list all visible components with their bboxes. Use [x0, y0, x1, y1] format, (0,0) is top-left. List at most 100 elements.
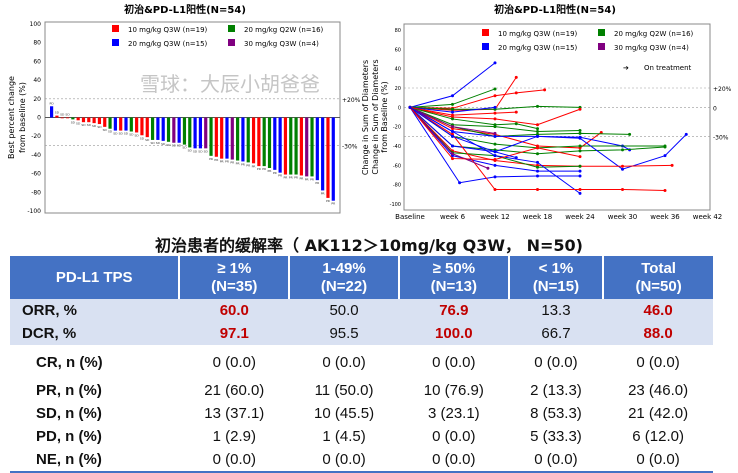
bar-label: PR: [225, 160, 229, 164]
data-point: [536, 165, 539, 169]
bar: [193, 117, 197, 149]
data-point: [536, 160, 539, 164]
table-cell: 23 (46.0): [628, 382, 689, 399]
table-cell: 60.0: [179, 299, 290, 322]
bar: [166, 117, 171, 142]
bar-label: SD: [145, 138, 150, 142]
data-point: [514, 156, 518, 160]
reference-label: -30%: [342, 144, 358, 151]
data-point: [458, 181, 462, 185]
table-cell: 0 (0.0): [432, 353, 476, 371]
bar: [198, 117, 203, 149]
bar-label: PR: [241, 162, 245, 166]
bar: [103, 117, 107, 127]
bar: [129, 117, 133, 132]
table-cell: 11 (50.0): [314, 382, 374, 399]
data-point: [493, 163, 497, 167]
y-tick-label: -100: [390, 202, 401, 208]
bar-label: SD: [76, 121, 81, 125]
table-row: CR, n (%) 0 (0.0) 0 (0.0) 0 (0.0) 0 (0.0) 0 (…: [10, 345, 713, 379]
bar: [140, 117, 144, 136]
bar: [156, 117, 160, 140]
table-cell: 0 (0.0): [179, 448, 290, 473]
bar: [76, 117, 80, 121]
data-point: [663, 188, 667, 192]
bar: [241, 117, 245, 162]
bar: [172, 117, 176, 143]
x-tick-label: week 42: [693, 213, 723, 221]
bar: [262, 117, 266, 167]
data-point: [663, 145, 667, 149]
data-point: [451, 157, 454, 161]
data-point: [578, 129, 582, 133]
column-header: Total (N=50): [602, 256, 713, 299]
spider-plot: 初治&PD-L1阳性(N=54) 80 60 40 20 0 -20 -40 -60 -80 -10…: [371, 3, 732, 221]
legend-swatch: [482, 43, 489, 50]
legend-label: On treatment: [644, 64, 692, 72]
data-point: [536, 130, 539, 133]
x-tick-label: Baseline: [395, 213, 425, 221]
bar: [97, 117, 102, 125]
table-cell: 8 (53.3): [530, 405, 582, 422]
right-axis-label: Change in Sum of Diameters: [361, 60, 370, 175]
bar-label: SD: [156, 141, 161, 145]
table-row: PR, n (%) 21 (60.0) 11 (50.0) 10 (76.9) 2 (1…: [10, 379, 713, 402]
plot-frame: [403, 23, 711, 211]
bar: [230, 117, 234, 160]
bar: [299, 117, 303, 176]
bar-label: SD: [172, 144, 177, 148]
bar: [55, 115, 59, 118]
reference-label: -30%: [713, 134, 729, 141]
bar: [177, 117, 181, 143]
y-tick-label: 60: [395, 47, 401, 53]
data-point: [578, 136, 582, 140]
bar-label: SD: [150, 141, 155, 145]
row-label: PR, n (%): [36, 382, 102, 399]
column-header: 1-49% (N=22): [288, 256, 399, 299]
bar-label: SD: [135, 133, 140, 137]
bar-label: PD: [50, 101, 55, 105]
y-tick-label: 20: [395, 86, 401, 92]
bar: [214, 117, 218, 157]
table-cell: 0 (0.0): [212, 353, 256, 371]
legend-label: 20 mg/kg Q2W (n=16): [244, 26, 324, 34]
x-tick-label: week 18: [523, 213, 553, 221]
header-n: (N=13): [430, 277, 477, 295]
table-row: PD, n (%) 1 (2.9) 1 (4.5) 0 (0.0) 5 (33.3) 6 …: [10, 425, 713, 448]
data-point: [536, 123, 539, 127]
bar: [294, 117, 298, 175]
table-cell: 0 (0.0): [398, 448, 509, 473]
bar-label: PR: [299, 176, 303, 180]
bar-label: PR: [326, 199, 330, 203]
header-line: ≥ 50%: [432, 259, 476, 277]
bar: [326, 117, 330, 198]
bar-label: SD: [204, 149, 209, 153]
data-point: [493, 142, 497, 146]
data-point: [536, 146, 539, 150]
bar: [310, 117, 314, 177]
bar-label: PR: [257, 167, 261, 171]
bar-label: PR: [289, 176, 293, 180]
table-cell: 0 (0.0): [508, 448, 604, 473]
bar: [267, 117, 272, 168]
bar-label: PR: [315, 181, 319, 185]
table-cell: 10 (76.9): [423, 382, 484, 399]
legend-label: 20 mg/kg Q3W (n=15): [498, 44, 578, 52]
data-point: [578, 164, 582, 168]
bar: [220, 117, 224, 159]
header-n: (N=15): [532, 277, 580, 295]
data-point: [670, 163, 674, 167]
y-tick-label: -80: [31, 189, 41, 196]
y-tick-label: 0: [37, 115, 41, 122]
table-cell: 13.3: [508, 299, 604, 322]
table-cell: 0 (0.0): [289, 448, 399, 473]
data-point: [451, 134, 454, 138]
data-point: [663, 154, 667, 158]
data-point: [536, 169, 539, 173]
bar-label: SD: [113, 132, 118, 136]
bar: [161, 117, 165, 141]
data-point: [493, 61, 497, 65]
data-point: [493, 117, 497, 121]
bar: [204, 117, 208, 149]
data-point: [493, 134, 497, 138]
